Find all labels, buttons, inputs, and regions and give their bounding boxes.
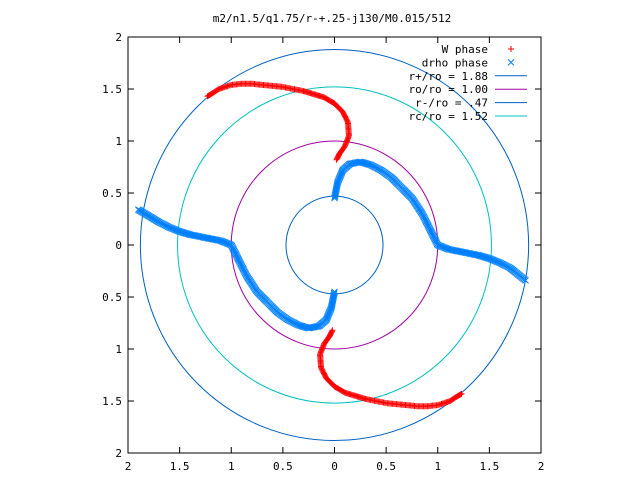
x-tick-label: 1.5	[170, 460, 190, 473]
w-phase-point	[334, 155, 341, 162]
x-tick-label: 1	[228, 460, 235, 473]
x-tick-label: 2	[538, 460, 545, 473]
series-1	[134, 158, 529, 332]
x-tick-label: 0.5	[273, 460, 293, 473]
legend-label: W phase	[442, 43, 488, 56]
legend-plus-marker	[508, 46, 514, 52]
y-tick-label: 1	[115, 135, 122, 148]
drho-phase-point	[366, 161, 373, 168]
x-tick-label: 1.5	[479, 460, 499, 473]
y-tick-label: 0.5	[102, 291, 122, 304]
legend-label: drho phase	[422, 56, 488, 69]
series-layer	[134, 80, 529, 410]
y-tick-label: 2	[115, 31, 122, 44]
ticks-layer: 2 1.5 1 0.5 0 0.5 1 1.5 221.510.500.511.52	[102, 31, 544, 473]
drho-phase-point	[314, 323, 322, 330]
legend-label: ro/ro = 1.00	[409, 83, 488, 96]
x-tick-label: 1	[434, 460, 441, 473]
reference-circle-0	[139, 48, 530, 442]
drho-phase-point	[330, 290, 338, 298]
drho-phase-point	[214, 236, 222, 244]
reference-circle-3	[177, 86, 492, 404]
legend-label: r-/ro = .47	[415, 97, 488, 110]
series-0	[204, 80, 465, 410]
y-tick-label: 0.5	[102, 187, 122, 200]
x-tick-label: 0	[331, 460, 338, 473]
x-tick-label: 0.5	[376, 460, 396, 473]
y-tick-label: 1.5	[102, 83, 122, 96]
x-tick-label: 2	[125, 460, 132, 473]
y-tick-label: 1.5	[102, 395, 122, 408]
w-phase-point	[458, 390, 465, 397]
drho-phase-point	[330, 289, 338, 297]
legend-x-marker	[507, 59, 515, 66]
legend-label: r+/ro = 1.88	[409, 70, 488, 83]
drho-phase-point	[522, 277, 529, 284]
drho-phase-point	[364, 160, 372, 168]
drho-phase-point	[313, 323, 320, 330]
y-tick-label: 0	[115, 239, 122, 252]
y-tick-label: 2	[115, 447, 122, 460]
legend-label: rc/ro = 1.52	[409, 110, 488, 123]
y-tick-label: 1	[115, 343, 122, 356]
drho-phase-point	[484, 254, 492, 262]
drho-phase-point	[331, 288, 338, 296]
w-phase-point	[333, 156, 340, 163]
drho-phase-point	[216, 237, 223, 244]
chart-title: m2/n1.5/q1.75/r-+.25-j130/M0.015/512	[213, 12, 451, 25]
w-phase-point	[457, 391, 464, 398]
